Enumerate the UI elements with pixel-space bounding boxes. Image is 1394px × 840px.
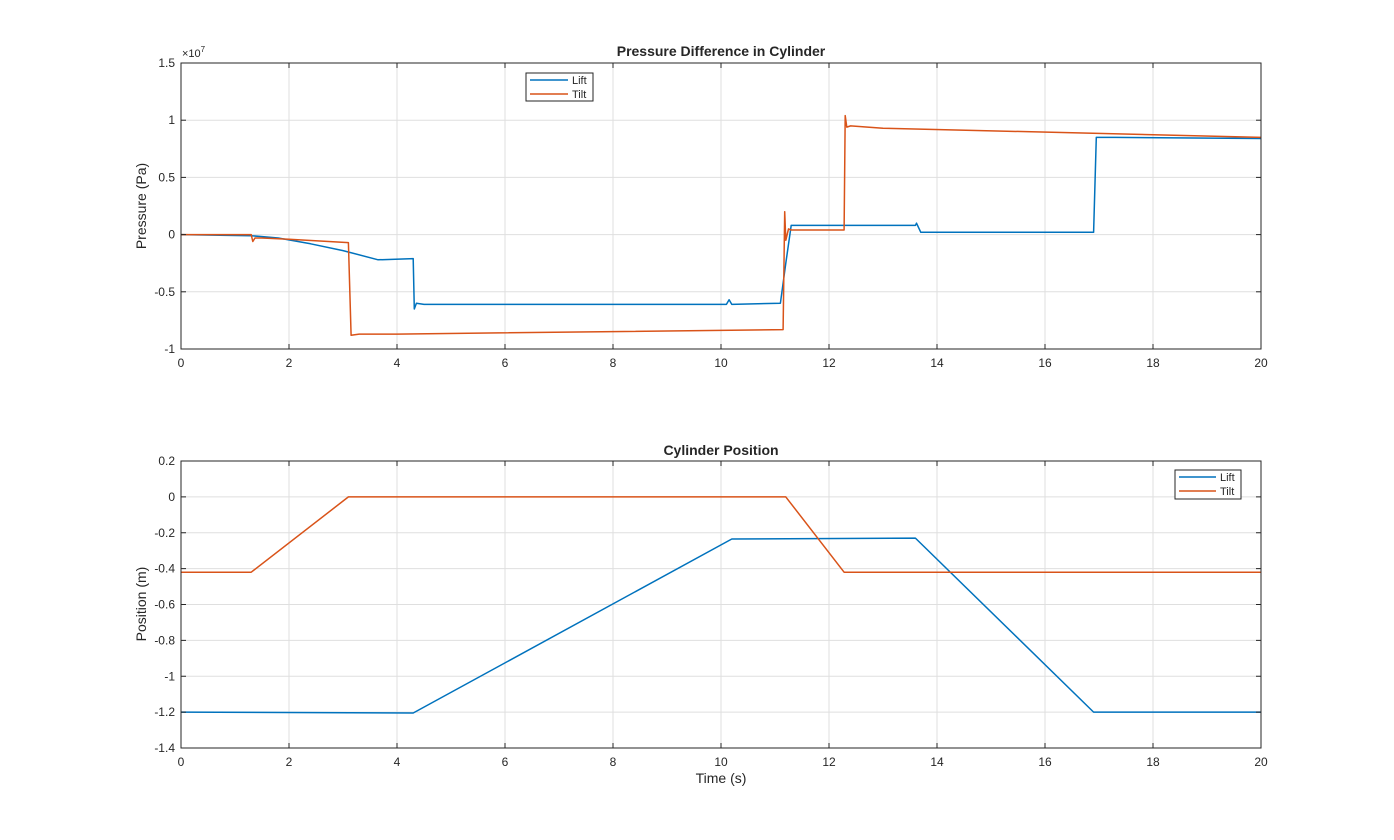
- x-tick-label: 8: [610, 755, 617, 769]
- legend-label-lift: Lift: [1220, 472, 1235, 484]
- y-tick-label: -1: [164, 342, 175, 356]
- series-line-tilt: [181, 496, 1261, 573]
- x-tick-label: 4: [394, 356, 401, 370]
- y-tick-label: -1.4: [154, 741, 175, 755]
- y-tick-label: 1: [168, 113, 175, 127]
- legend-label-tilt: Tilt: [1220, 486, 1234, 498]
- y-tick-label: -1: [164, 669, 175, 683]
- position-chart: 0 2 4 6 8 10 12 14 16 18 20 -1.4 -1.2 -1 -0.8 -0.6 -0.4 -…: [133, 442, 1268, 786]
- x-tick-label: 14: [930, 356, 944, 370]
- pressure-chart-title: Pressure Difference in Cylinder: [617, 43, 826, 59]
- x-tick-label: 0: [178, 755, 185, 769]
- x-tick-label: 6: [502, 356, 509, 370]
- y-tick-label: -0.5: [154, 285, 175, 299]
- position-ticks: 0 2 4 6 8 10 12 14 16 18 20 -1.4 -1.2 -1 -0.8 -0.6 -0.4 -…: [154, 454, 1268, 769]
- x-tick-label: 12: [822, 755, 836, 769]
- legend-label-tilt: Tilt: [572, 89, 586, 101]
- x-tick-label: 20: [1254, 755, 1268, 769]
- x-tick-label: 12: [822, 356, 836, 370]
- x-tick-label: 6: [502, 755, 509, 769]
- x-tick-label: 0: [178, 356, 185, 370]
- pressure-legend[interactable]: Lift Tilt: [525, 72, 594, 102]
- exponent-base: ×10: [182, 48, 201, 60]
- legend-label-lift: Lift: [572, 75, 587, 87]
- series-line-lift: [180, 136, 1262, 310]
- x-tick-label: 10: [714, 755, 728, 769]
- y-tick-label: -0.4: [154, 562, 175, 576]
- y-tick-label: 0.5: [158, 170, 175, 184]
- x-tick-label: 16: [1038, 356, 1052, 370]
- x-tick-label: 2: [286, 356, 293, 370]
- series-line-lift: [180, 537, 1261, 714]
- y-tick-label: 0: [168, 490, 175, 504]
- position-legend[interactable]: Lift Tilt: [1174, 469, 1242, 500]
- x-tick-label: 14: [930, 755, 944, 769]
- x-tick-label: 10: [714, 356, 728, 370]
- x-tick-label: 8: [610, 356, 617, 370]
- position-x-axis-label: Time (s): [696, 770, 747, 786]
- y-tick-label: -0.6: [154, 598, 175, 612]
- y-tick-label: 0: [168, 228, 175, 242]
- x-tick-label: 18: [1146, 755, 1160, 769]
- pressure-series-layer: [180, 114, 1262, 337]
- exponent-power: 7: [201, 45, 206, 54]
- x-tick-label: 18: [1146, 356, 1160, 370]
- y-tick-label: 0.2: [158, 454, 175, 468]
- x-tick-label: 20: [1254, 356, 1268, 370]
- x-tick-label: 16: [1038, 755, 1052, 769]
- y-tick-label: -0.2: [154, 526, 175, 540]
- y-tick-label: -0.8: [154, 633, 175, 647]
- position-y-axis-label: Position (m): [133, 567, 149, 642]
- x-tick-label: 2: [286, 755, 293, 769]
- x-tick-label: 4: [394, 755, 401, 769]
- pressure-y-axis-label: Pressure (Pa): [133, 163, 149, 249]
- y-tick-label: 1.5: [158, 56, 175, 70]
- position-series-layer: [180, 496, 1261, 714]
- pressure-y-scale-exponent: ×107: [182, 45, 206, 60]
- pressure-chart: 0 2 4 6 8 10 12 14 16 18 20 -1 -0.5 0 0.5 1 1.5 Pressure…: [133, 43, 1268, 370]
- series-line-tilt: [181, 114, 1262, 337]
- y-tick-label: -1.2: [154, 705, 175, 719]
- position-chart-title: Cylinder Position: [663, 442, 778, 458]
- pressure-ticks: 0 2 4 6 8 10 12 14 16 18 20 -1 -0.5 0 0.5 1 1.5: [154, 56, 1268, 370]
